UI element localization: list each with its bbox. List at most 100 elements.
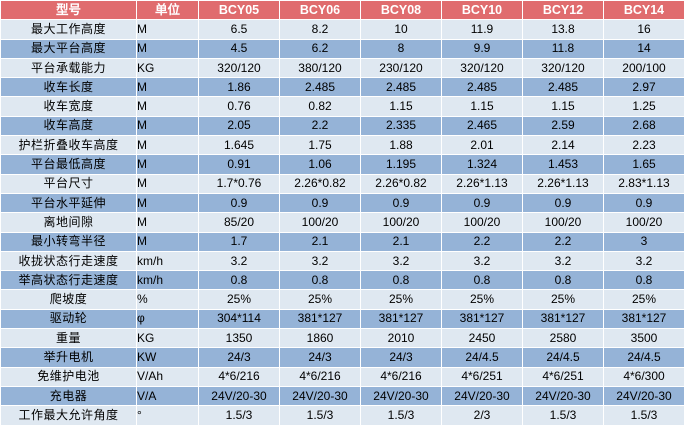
value-cell: 24/3 (279, 347, 361, 368)
value-cell: 4*6/251 (441, 366, 523, 387)
value-cell: 14 (603, 38, 684, 59)
value-cell: 0.91 (198, 154, 280, 175)
value-cell: 100/20 (360, 212, 442, 233)
value-cell: 25% (198, 289, 280, 310)
value-cell: 2010 (360, 328, 442, 349)
value-cell: 2.485 (441, 77, 523, 98)
value-cell: 200/100 (603, 57, 684, 79)
table-row: 离地间隙 M 85/20 100/20 100/20 100/20 100/20 100/20 (0, 212, 684, 233)
table-row: 平台最低高度 M 0.91 1.06 1.195 1.324 1.453 1.65 (0, 154, 684, 175)
value-cell: 1.06 (279, 154, 361, 175)
value-cell: 85/20 (198, 212, 280, 233)
value-cell: 2.26*1.13 (522, 173, 604, 194)
value-cell: 381*127 (441, 308, 523, 330)
header-cell-bcy05: BCY05 (198, 0, 280, 21)
value-cell: 1.7*0.76 (198, 173, 280, 194)
value-cell: 24V/20-30 (360, 385, 442, 407)
value-cell: 25% (603, 289, 684, 310)
value-cell: 1.645 (198, 135, 280, 156)
value-cell: 6.2 (279, 38, 361, 59)
value-cell: 1.453 (522, 154, 604, 175)
value-cell: 24/4.5 (603, 347, 684, 368)
value-cell: 1.88 (360, 135, 442, 156)
unit-cell: KG (136, 328, 199, 349)
table-row: 最大平台高度 M 4.5 6.2 8 9.9 11.8 14 (0, 38, 684, 59)
value-cell: 2.485 (522, 77, 604, 98)
value-cell: 4*6/216 (198, 366, 280, 387)
row-label: 平台承载能力 (0, 57, 137, 79)
unit-cell: φ (136, 308, 199, 330)
unit-cell: M (136, 154, 199, 175)
value-cell: 3.2 (603, 250, 684, 272)
value-cell: 3.2 (198, 250, 280, 272)
value-cell: 25% (360, 289, 442, 310)
unit-cell: M (136, 173, 199, 194)
row-label: 平台最低高度 (0, 154, 137, 175)
value-cell: 0.9 (360, 192, 442, 214)
row-label: 收车长度 (0, 77, 137, 98)
table-row: 充电器 V/A 24V/20-30 24V/20-30 24V/20-30 24V/20-… (0, 385, 684, 407)
header-cell-bcy06: BCY06 (279, 0, 361, 21)
row-label: 重量 (0, 328, 137, 349)
value-cell: 0.8 (441, 270, 523, 291)
value-cell: 25% (522, 289, 604, 310)
value-cell: 0.8 (522, 270, 604, 291)
value-cell: 100/20 (279, 212, 361, 233)
row-label: 免维护电池 (0, 366, 137, 387)
header-cell-bcy14: BCY14 (603, 0, 684, 21)
value-cell: 3.2 (522, 250, 604, 272)
row-label: 收车宽度 (0, 96, 137, 117)
value-cell: 6.5 (198, 19, 280, 40)
row-label: 工作最大允许角度 (0, 405, 137, 426)
value-cell: 0.9 (198, 192, 280, 214)
row-label: 最大平台高度 (0, 38, 137, 59)
header-cell-model: 型号 (0, 0, 137, 21)
value-cell: 25% (441, 289, 523, 310)
value-cell: 24V/20-30 (279, 385, 361, 407)
value-cell: 2.26*0.82 (279, 173, 361, 194)
value-cell: 1350 (198, 328, 280, 349)
value-cell: 0.8 (279, 270, 361, 291)
value-cell: 230/120 (360, 57, 442, 79)
value-cell: 0.8 (198, 270, 280, 291)
value-cell: 1.25 (603, 96, 684, 117)
table-row: 重量 KG 1350 1860 2010 2450 2580 3500 (0, 328, 684, 349)
value-cell: 0.9 (603, 192, 684, 214)
table-row: 平台承载能力 KG 320/120 380/120 230/120 320/120 320/… (0, 57, 684, 79)
table-row: 护栏折叠收车高度 M 1.645 1.75 1.88 2.01 2.14 2.23 (0, 135, 684, 156)
value-cell: 380/120 (279, 57, 361, 79)
unit-cell: KW (136, 347, 199, 368)
header-cell-bcy08: BCY08 (360, 0, 442, 21)
row-label: 最大工作高度 (0, 19, 137, 40)
unit-cell: V/Ah (136, 366, 199, 387)
table-row: 驱动轮 φ 304*114 381*127 381*127 381*127 381*127 3… (0, 308, 684, 330)
table-row: 收车高度 M 2.05 2.2 2.335 2.465 2.59 2.68 (0, 115, 684, 137)
value-cell: 2.97 (603, 77, 684, 98)
value-cell: 10 (360, 19, 442, 40)
value-cell: 3 (603, 231, 684, 252)
value-cell: 1.5/3 (522, 405, 604, 426)
value-cell: 24V/20-30 (441, 385, 523, 407)
row-label: 收拢状态行走速度 (0, 250, 137, 272)
value-cell: 320/120 (522, 57, 604, 79)
value-cell: 2.26*0.82 (360, 173, 442, 194)
value-cell: 1.75 (279, 135, 361, 156)
value-cell: 13.8 (522, 19, 604, 40)
value-cell: 0.82 (279, 96, 361, 117)
value-cell: 1.195 (360, 154, 442, 175)
unit-cell: V/A (136, 385, 199, 407)
value-cell: 320/120 (198, 57, 280, 79)
value-cell: 3.2 (360, 250, 442, 272)
unit-cell: M (136, 19, 199, 40)
header-cell-bcy12: BCY12 (522, 0, 604, 21)
value-cell: 1.324 (441, 154, 523, 175)
value-cell: 100/20 (603, 212, 684, 233)
value-cell: 24V/20-30 (522, 385, 604, 407)
unit-cell: km/h (136, 270, 199, 291)
value-cell: 4.5 (198, 38, 280, 59)
row-label: 平台尺寸 (0, 173, 137, 194)
value-cell: 4*6/300 (603, 366, 684, 387)
value-cell: 4*6/216 (279, 366, 361, 387)
table-row: 举高状态行走速度 km/h 0.8 0.8 0.8 0.8 0.8 0.8 (0, 270, 684, 291)
value-cell: 1.86 (198, 77, 280, 98)
